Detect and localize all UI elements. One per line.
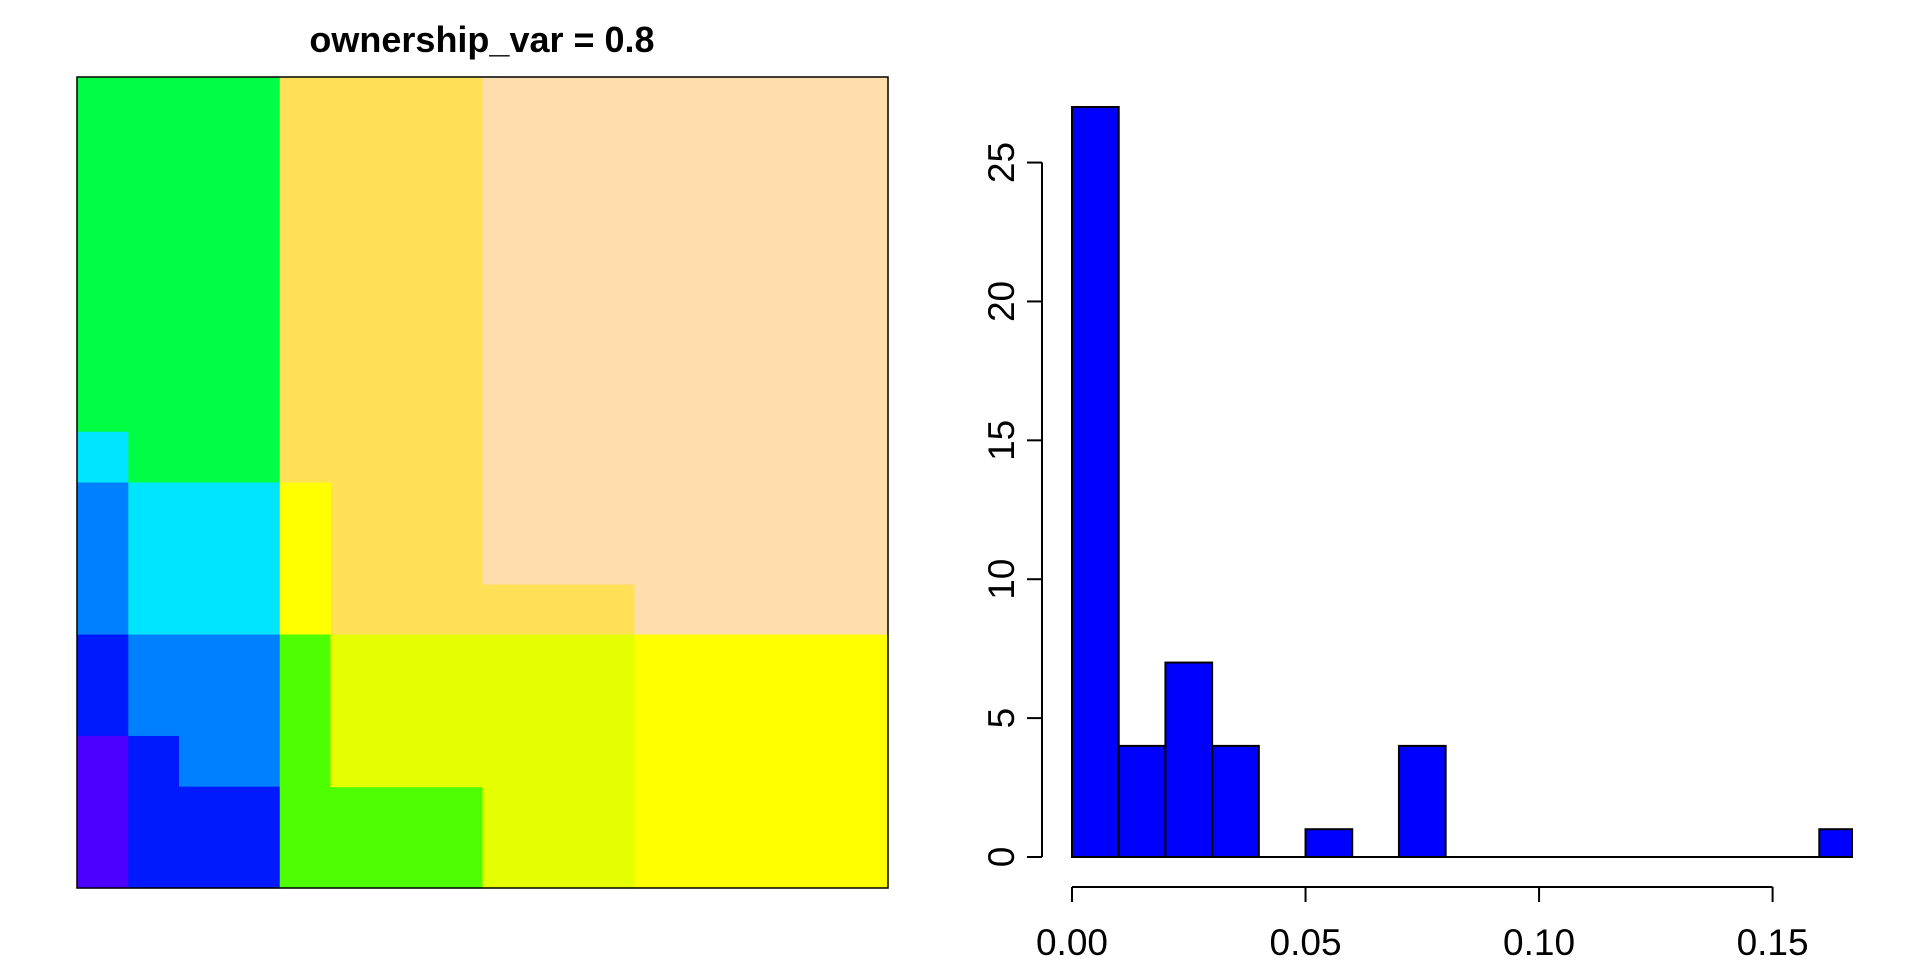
map-region-7 xyxy=(77,634,129,737)
y-tick-label: 25 xyxy=(981,142,1022,183)
y-tick-label: 5 xyxy=(981,708,1022,729)
histogram-bar xyxy=(1211,744,1260,859)
map-region-3 xyxy=(77,431,129,484)
map-region-2 xyxy=(127,431,281,484)
map-region-11 xyxy=(279,77,484,484)
x-axis: 0.00 0.05 0.10 0.15 xyxy=(1036,886,1809,960)
map-region-14 xyxy=(279,482,332,636)
x-tick-label: 0.15 xyxy=(1737,922,1809,960)
histogram-bars xyxy=(1071,106,1854,859)
x-tick-label: 0.10 xyxy=(1503,922,1575,960)
map-region-16 xyxy=(634,583,889,636)
y-tick-label: 0 xyxy=(981,847,1022,868)
map-region-20 xyxy=(482,786,636,889)
x-tick-label: 0.05 xyxy=(1270,922,1342,960)
y-tick-label: 15 xyxy=(981,420,1022,461)
y-tick-label: 10 xyxy=(981,559,1022,600)
map-frame xyxy=(76,76,889,889)
x-tick-label: 0.00 xyxy=(1036,922,1108,960)
map-regions xyxy=(77,77,889,889)
map-region-8 xyxy=(127,735,179,889)
map-region-4 xyxy=(127,482,281,636)
map-region-1 xyxy=(77,77,281,433)
y-axis: 0 5 10 15 20 25 xyxy=(981,142,1043,868)
histogram-bar xyxy=(1071,106,1120,858)
map-title: ownership_var = 0.8 xyxy=(309,19,654,60)
map-region-21 xyxy=(634,634,889,889)
ownership-map-panel: ownership_var = 0.8 xyxy=(76,19,889,889)
y-tick-label: 20 xyxy=(981,281,1022,322)
map-region-17 xyxy=(279,634,332,788)
map-region-13 xyxy=(330,583,636,636)
map-region-10 xyxy=(77,735,129,889)
histogram-bar xyxy=(1818,828,1854,859)
map-region-12 xyxy=(330,482,484,585)
histogram-bar xyxy=(1164,661,1214,858)
histogram-panel: 0 5 10 15 20 25 0.00 0.05 0.10 0.15 xyxy=(981,106,1854,960)
map-region-5 xyxy=(77,482,129,636)
histogram-bar xyxy=(1304,828,1354,859)
map-region-19 xyxy=(330,634,636,788)
histogram-bar xyxy=(1117,744,1167,859)
histogram-bar xyxy=(1397,744,1447,859)
map-region-18 xyxy=(279,786,484,889)
map-region-15 xyxy=(482,77,889,585)
map-region-9 xyxy=(178,786,281,889)
